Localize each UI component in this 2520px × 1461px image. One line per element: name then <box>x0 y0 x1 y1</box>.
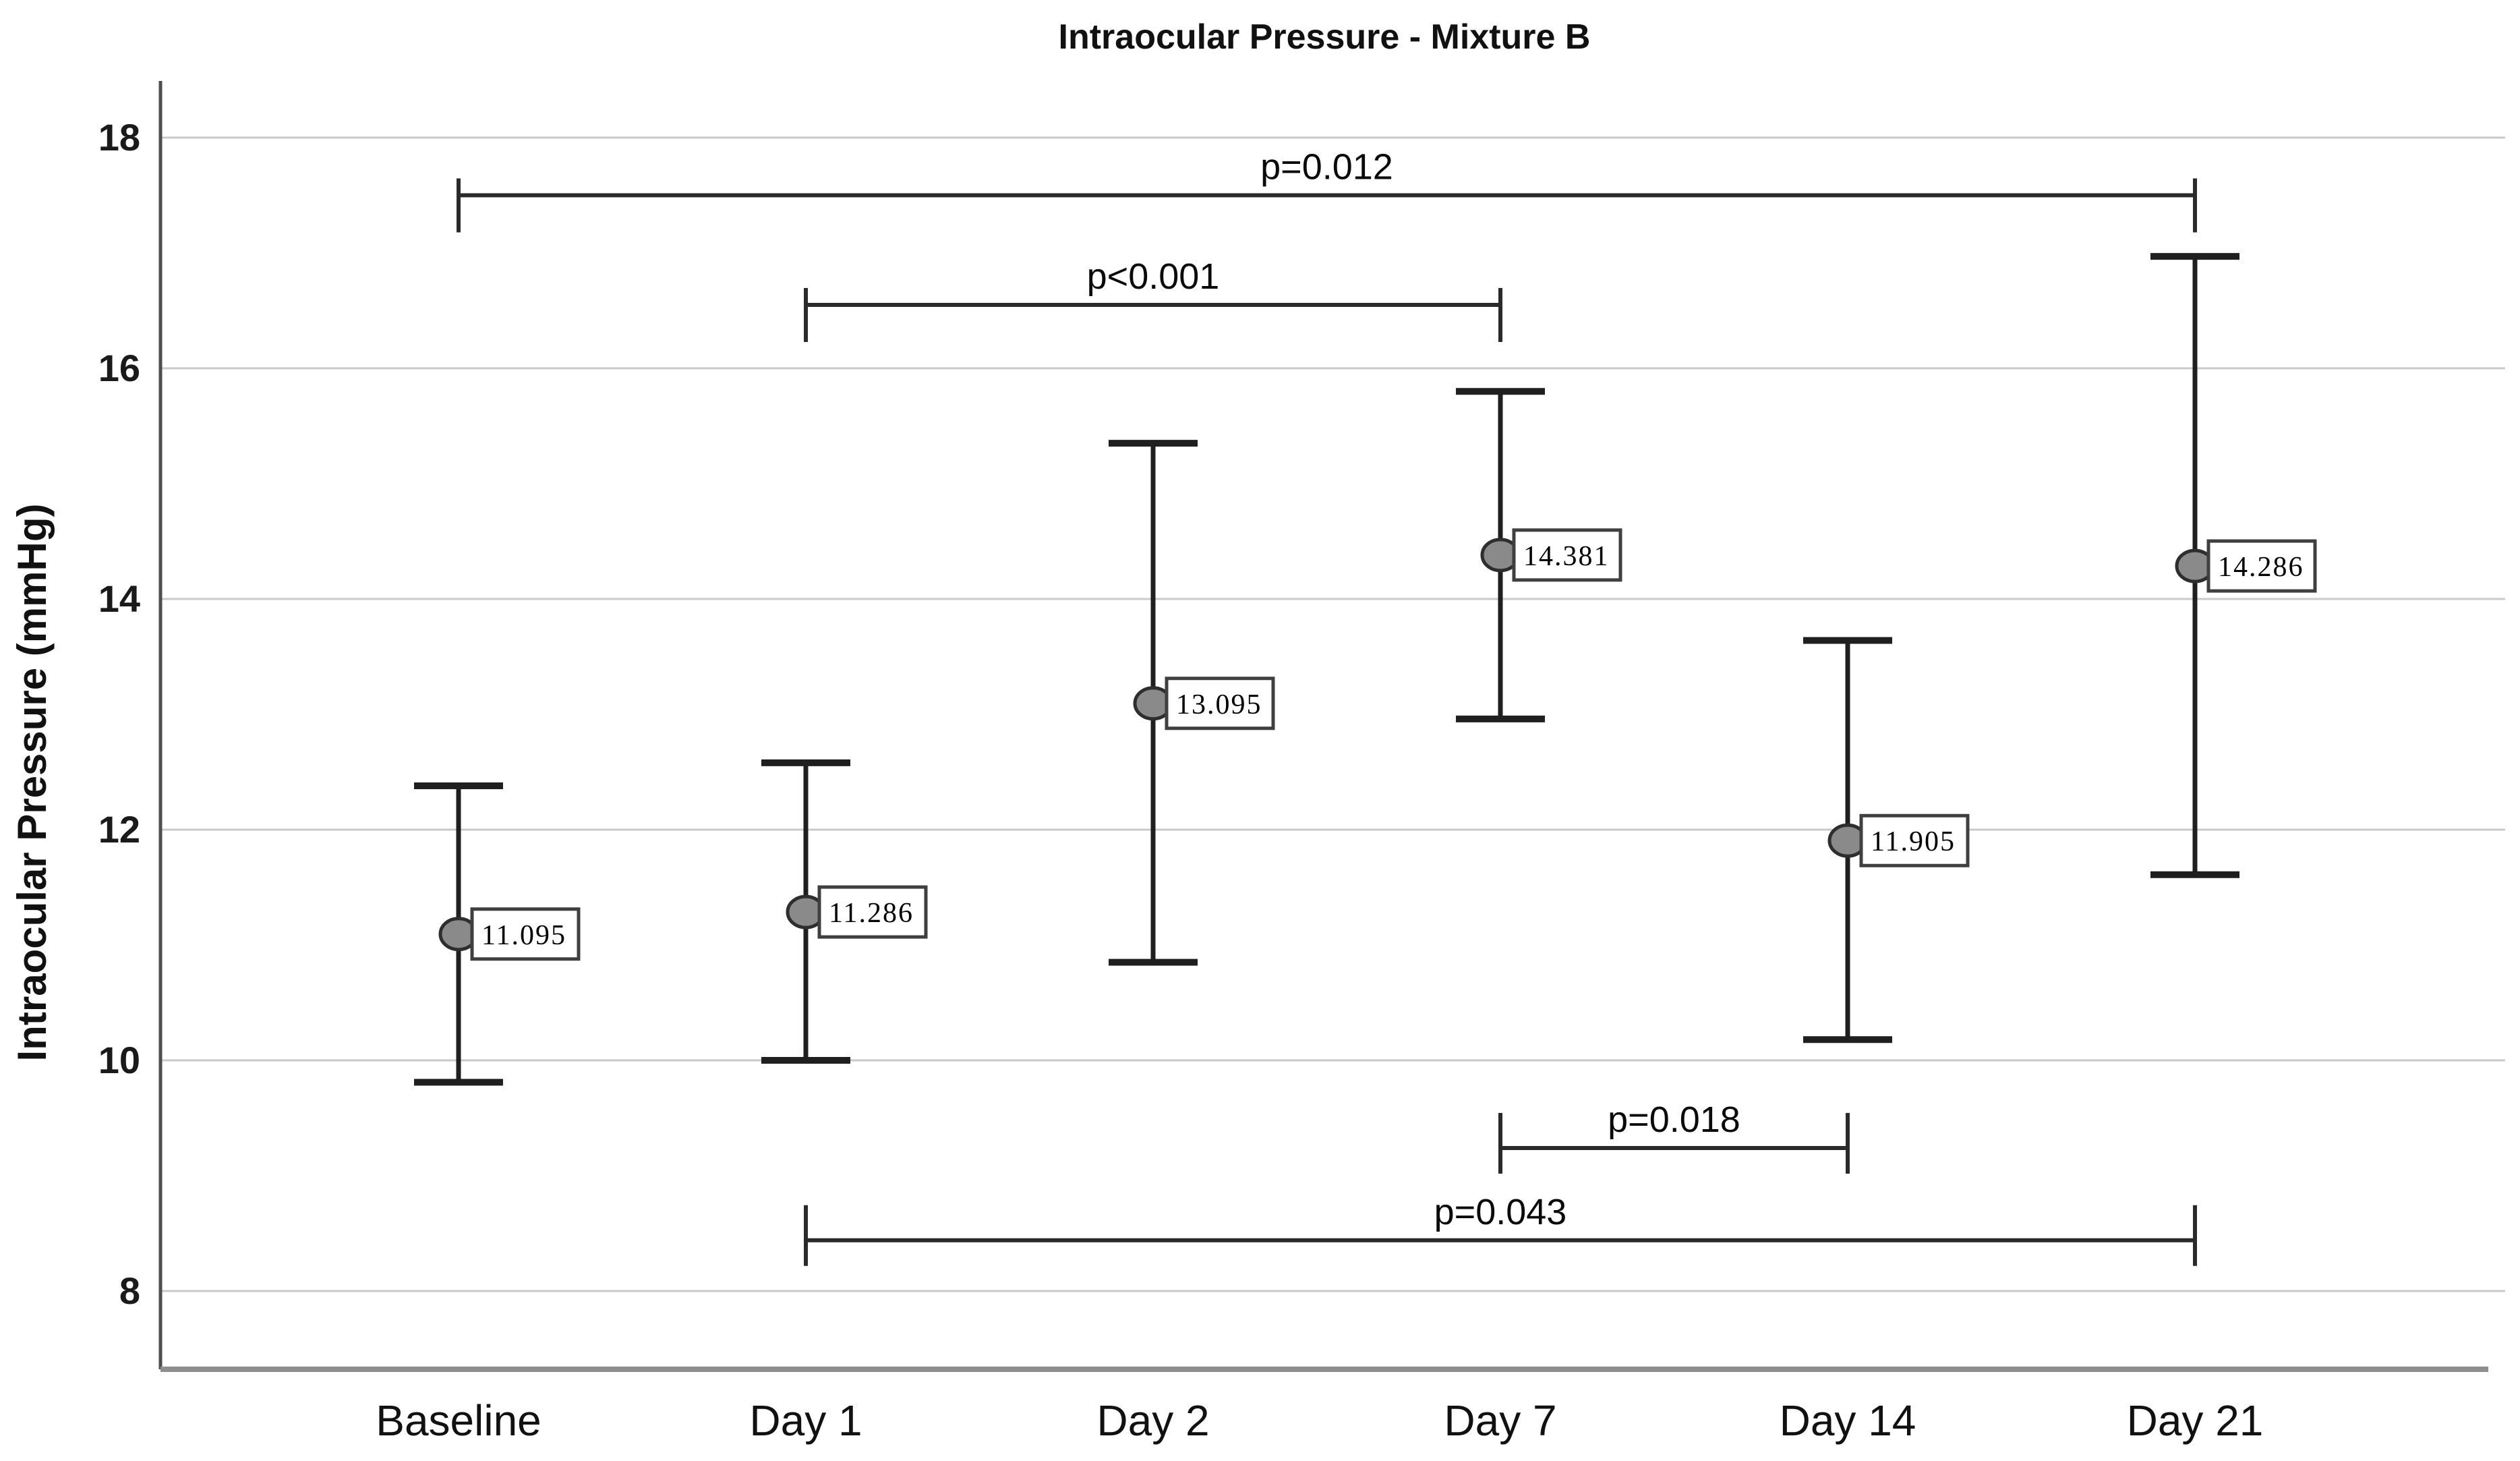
data-point-baseline: 11.095 <box>414 782 581 1086</box>
mean-label: 11.095 <box>481 920 566 951</box>
x-category-label: Day 14 <box>1780 1396 1916 1445</box>
y-tick-label: 12 <box>98 808 140 851</box>
p-value-label: p=0.043 <box>1434 1192 1567 1232</box>
x-category-label: Baseline <box>376 1396 541 1445</box>
p-value-label: p=0.012 <box>1260 147 1393 188</box>
y-tick-label: 14 <box>98 577 140 620</box>
data-point-day14: 11.905 <box>1803 637 1970 1043</box>
y-axis-title: Intraocular Pressure (mmHg) <box>9 504 55 1062</box>
mean-label-box <box>817 885 928 939</box>
mean-label: 13.095 <box>1176 689 1262 720</box>
significance-bracket-layer: p=0.012 p<0.001 p=0.018 p=0.043 <box>457 147 2197 1266</box>
data-point-day21: 14.286 <box>2150 253 2317 878</box>
mean-label-box <box>470 907 581 961</box>
grid-layer <box>160 136 2505 1292</box>
mean-label-box <box>1859 813 1970 867</box>
chart-title: Intraocular Pressure - Mixture B <box>1059 18 1591 57</box>
axis-layer: 8 10 12 14 16 18 Baseline Day 1 Day 2 Day 7 Day 14… <box>98 81 2488 1445</box>
x-category-label: Day 7 <box>1444 1396 1556 1445</box>
significance-bracket-day7-day14: p=0.018 <box>1498 1099 1850 1174</box>
data-point-day1: 11.286 <box>761 759 928 1064</box>
y-tick-label: 8 <box>119 1269 140 1312</box>
x-category-label: Day 2 <box>1096 1396 1209 1445</box>
mean-label: 11.905 <box>1871 826 1956 857</box>
y-tick-label: 10 <box>98 1039 140 1081</box>
y-tick-label: 16 <box>98 347 140 389</box>
x-category-label: Day 1 <box>749 1396 862 1445</box>
y-tick-label: 18 <box>98 116 140 159</box>
p-value-label: p=0.018 <box>1608 1099 1740 1140</box>
data-point-day2: 13.095 <box>1109 440 1275 966</box>
mean-label-box <box>2206 539 2317 593</box>
mean-label: 14.286 <box>2218 552 2304 583</box>
x-category-label: Day 21 <box>2127 1396 2264 1445</box>
p-value-label: p<0.001 <box>1087 256 1220 297</box>
mean-label-box <box>1165 677 1275 730</box>
data-point-day7: 14.381 <box>1456 388 1622 722</box>
significance-bracket-day1-day21: p=0.043 <box>804 1192 2197 1266</box>
mean-label: 14.381 <box>1523 541 1610 572</box>
data-layer: 11.095 11.286 13.095 14.381 11.905 14.286 <box>414 253 2317 1086</box>
significance-bracket-baseline-day21: p=0.012 <box>457 147 2197 233</box>
mean-label-box <box>1512 528 1622 582</box>
significance-bracket-day1-day7: p<0.001 <box>804 256 1502 342</box>
mean-label: 11.286 <box>829 898 914 929</box>
